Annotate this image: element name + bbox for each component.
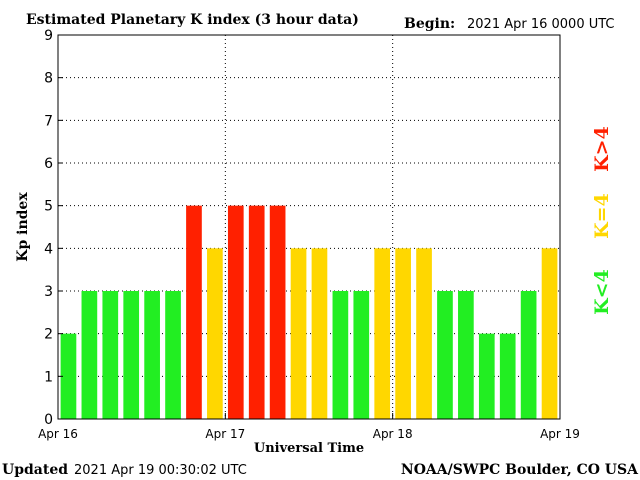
legend-low: K<4: [591, 269, 613, 315]
x-ticks: Apr 16 Apr 17 Apr 18 Apr 19: [38, 413, 580, 441]
kp-bar: [290, 248, 307, 419]
x-axis-label: Universal Time: [254, 441, 364, 456]
kp-bar: [395, 248, 411, 419]
kp-bar: [186, 205, 202, 419]
y-ticks: 0 1 2 3 4 5 6 7 8 9: [44, 28, 63, 428]
kp-bar: [332, 291, 349, 419]
kp-bar: [207, 248, 223, 419]
kp-bar: [60, 333, 77, 419]
kp-bar: [541, 248, 558, 419]
grid: [58, 35, 560, 419]
x-tick-label: Apr 18: [373, 427, 413, 441]
plot-frame: [57, 34, 561, 420]
y-tick-label: 3: [44, 284, 53, 300]
chart-title: Estimated Planetary K index (3 hour data…: [26, 12, 359, 28]
y-tick-label: 6: [44, 156, 53, 172]
kp-bar: [248, 205, 265, 419]
y-tick-label: 8: [44, 71, 53, 87]
legend-mid: K=4: [591, 193, 613, 239]
kp-bar: [374, 248, 391, 419]
kp-bar: [269, 205, 286, 419]
kp-bar: [416, 248, 432, 419]
kp-bar: [144, 291, 160, 419]
x-tick-label: Apr 19: [540, 427, 580, 441]
kp-bar: [520, 291, 537, 419]
x-tick-label: Apr 16: [38, 427, 78, 441]
updated-value: 2021 Apr 19 00:30:02 UTC: [74, 463, 247, 478]
source-credit: NOAA/SWPC Boulder, CO USA: [401, 462, 639, 478]
kp-bar: [311, 248, 328, 419]
y-tick-label: 4: [44, 241, 53, 257]
bars: [60, 205, 558, 419]
kp-bar: [458, 291, 474, 419]
kp-bar: [81, 291, 98, 419]
y-tick-label: 0: [44, 412, 53, 428]
kp-bar: [478, 333, 495, 419]
x-tick-label: Apr 17: [205, 427, 245, 441]
begin-label: Begin:: [404, 16, 455, 32]
y-tick-label: 2: [44, 327, 53, 343]
kp-bar: [123, 291, 140, 419]
kp-bar: [102, 291, 119, 419]
updated-label: Updated: [2, 462, 68, 478]
kp-bar: [353, 291, 370, 419]
kp-bar: [499, 333, 516, 419]
begin-value: 2021 Apr 16 0000 UTC: [467, 17, 615, 32]
kp-bar: [437, 291, 453, 419]
y-tick-label: 9: [44, 28, 53, 44]
y-tick-label: 7: [44, 113, 53, 129]
y-axis-label: Kp index: [15, 192, 31, 262]
legend-high: K>4: [591, 126, 613, 172]
y-tick-label: 1: [44, 369, 53, 385]
y-tick-label: 5: [44, 199, 53, 215]
kp-bar: [227, 205, 244, 419]
kp-bar: [165, 291, 181, 419]
